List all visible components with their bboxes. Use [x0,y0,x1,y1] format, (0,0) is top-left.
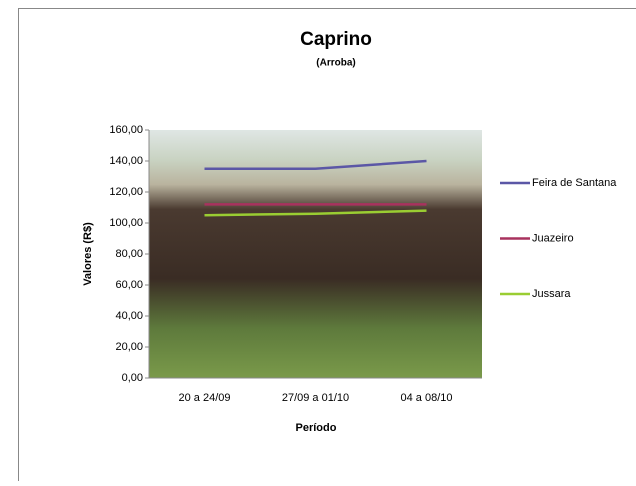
y-tick-label: 120,00 [109,186,143,198]
chart-subtitle: (Arroba) [316,58,355,69]
y-axis-label: Valores (R$) [82,222,94,286]
y-tick-label: 40,00 [115,310,143,322]
y-tick-label: 100,00 [109,217,143,229]
chart-title: Caprino [300,29,372,50]
x-tick-label: 27/09 a 01/10 [282,392,349,404]
x-axis-label: Período [296,422,337,434]
y-tick-label: 20,00 [115,341,143,353]
legend-label: Juazeiro [532,232,574,244]
y-tick-label: 160,00 [109,124,143,136]
x-tick-label: 20 a 24/09 [179,392,231,404]
legend-label: Jussara [532,288,571,300]
y-tick-label: 80,00 [115,248,143,260]
x-tick-label: 04 a 08/10 [401,392,453,404]
y-tick-label: 140,00 [109,155,143,167]
plot-background-photo [149,130,482,378]
legend-label: Feira de Santana [532,177,617,189]
y-tick-label: 60,00 [115,279,143,291]
y-tick-label: 0,00 [122,372,143,384]
